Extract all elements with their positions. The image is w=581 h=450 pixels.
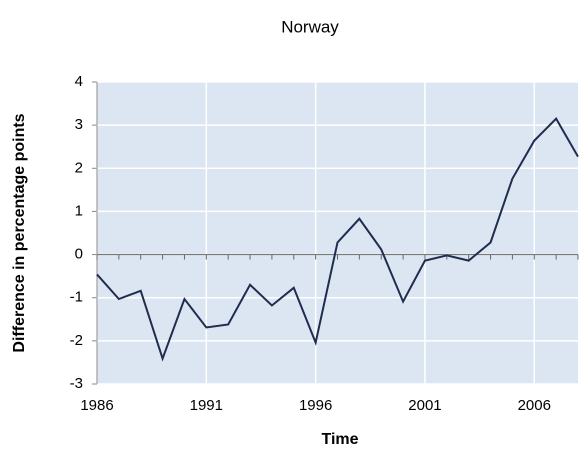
- y-tick-label: -3: [70, 375, 83, 392]
- y-axis-title: Difference in percentage points: [11, 113, 28, 352]
- y-tick-label: -1: [70, 289, 83, 306]
- chart-title: Norway: [281, 17, 339, 36]
- y-tick-label: 3: [75, 116, 83, 133]
- y-tick-label: 0: [75, 246, 83, 263]
- y-tick-label: 4: [75, 73, 83, 90]
- x-axis-title: Time: [321, 431, 358, 448]
- data-line: [96, 117, 579, 362]
- plot-area: [97, 82, 578, 384]
- x-tick-label: 2001: [408, 397, 441, 414]
- x-tick-label: 1996: [299, 397, 332, 414]
- x-tick-label: 1986: [80, 397, 113, 414]
- x-tick-label: 2006: [518, 397, 551, 414]
- y-tick-label: 1: [75, 202, 83, 219]
- y-tick-label: 2: [75, 159, 83, 176]
- x-tick-label: 1991: [190, 397, 223, 414]
- y-tick-label: -2: [70, 332, 83, 349]
